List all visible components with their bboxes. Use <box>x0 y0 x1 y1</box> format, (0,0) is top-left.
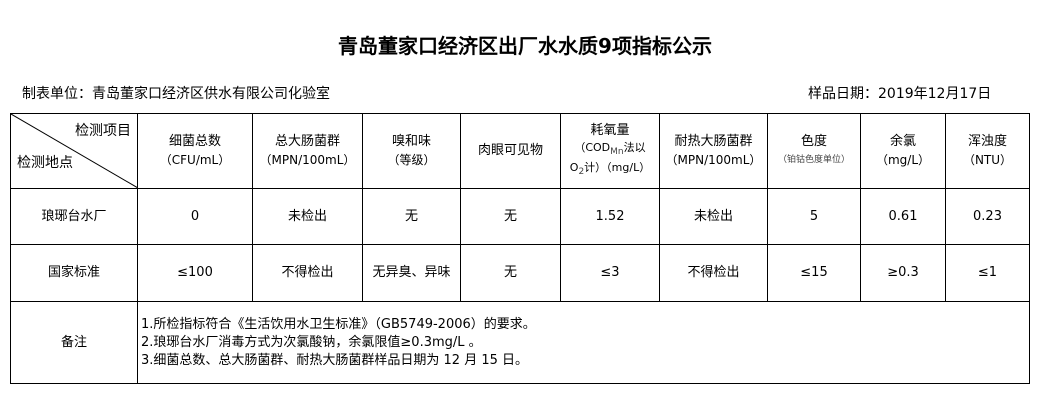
header-cell: 总大肠菌群 （MPN/100mL） <box>252 113 363 189</box>
header-unit: （mg/L） <box>875 153 931 167</box>
header-unit: （CODMn法以 O2计）（mg/L） <box>569 140 651 178</box>
remarks-label: 备注 <box>10 301 138 384</box>
row-label: 国家标准 <box>10 244 138 302</box>
header-unit: （铂钴色度单位） <box>777 155 850 165</box>
diagonal-line <box>11 114 138 188</box>
issuing-unit: 制表单位：青岛董家口经济区供水有限公司化验室 <box>22 86 330 102</box>
header-name: 耐热大肠菌群 <box>674 134 753 149</box>
header-name: 色度 <box>800 134 827 149</box>
header-name: 嗅和味 <box>391 134 431 149</box>
remark-line: 2.琅琊台水厂消毒方式为次氯酸钠，余氯限值≥0.3mg/L 。 <box>141 334 482 350</box>
cell: ≤15 <box>767 244 861 302</box>
cell: 0.61 <box>860 188 946 245</box>
header-unit: （等级） <box>387 153 436 167</box>
cell: 1.52 <box>560 188 660 245</box>
cell: 5 <box>767 188 861 245</box>
corner-cell: 检测项目 检测地点 <box>10 113 138 189</box>
cell: 无异臭、异味 <box>362 244 461 302</box>
header-cell: 细菌总数 （CFU/mL） <box>137 113 253 189</box>
header-cell: 肉眼可见物 <box>460 113 561 189</box>
cell: 无 <box>460 188 561 245</box>
remarks-content: 1.所检指标符合《生活饮用水卫生标准》（GB5749-2006）的要求。 2.琅… <box>137 301 1030 384</box>
header-name: 余氯 <box>889 134 916 149</box>
remarks-row: 备注 1.所检指标符合《生活饮用水卫生标准》（GB5749-2006）的要求。 … <box>10 301 1030 384</box>
cell: 未检出 <box>252 188 363 245</box>
cell: 不得检出 <box>252 244 363 302</box>
header-name: 耗氧量 <box>590 122 630 138</box>
header-unit: （CFU/mL） <box>159 153 231 167</box>
header-cell: 浑浊度 （NTU） <box>945 113 1030 189</box>
cell: 0 <box>137 188 253 245</box>
sample-date: 样品日期：2019年12月17日 <box>808 86 992 102</box>
header-cell: 耗氧量 （CODMn法以 O2计）（mg/L） <box>560 113 660 189</box>
page-title: 青岛董家口经济区出厂水水质9项指标公示 <box>338 34 712 58</box>
table-row: 琅琊台水厂 0 未检出 无 无 1.52 未检出 5 0.61 0.23 <box>10 188 1030 245</box>
remark-line: 3.细菌总数、总大肠菌群、耐热大肠菌群样品日期为 12 月 15 日。 <box>141 352 529 368</box>
corner-bottom-label: 检测地点 <box>17 155 73 171</box>
cell: ≤3 <box>560 244 660 302</box>
cell: 无 <box>460 244 561 302</box>
header-name: 肉眼可见物 <box>477 143 543 158</box>
header-row: 检测项目 检测地点 细菌总数 （CFU/mL） 总大肠菌群 （MPN/100mL） 嗅… <box>10 113 1030 189</box>
header-unit: （MPN/100mL） <box>259 153 356 167</box>
table-row: 国家标准 ≤100 不得检出 无异臭、异味 无 ≤3 不得检出 ≤15 ≥0.3… <box>10 244 1030 302</box>
corner-top-label: 检测项目 <box>75 123 131 139</box>
remark-line: 1.所检指标符合《生活饮用水卫生标准》（GB5749-2006）的要求。 <box>141 316 536 332</box>
cell: ≥0.3 <box>860 244 946 302</box>
header-unit: （NTU） <box>962 153 1013 167</box>
cell: 无 <box>362 188 461 245</box>
row-label: 琅琊台水厂 <box>10 188 138 245</box>
cell: ≤100 <box>137 244 253 302</box>
header-name: 浑浊度 <box>967 134 1007 149</box>
header-unit: （MPN/100mL） <box>665 153 762 167</box>
header-name: 总大肠菌群 <box>274 134 340 149</box>
cell: 不得检出 <box>659 244 768 302</box>
header-cell: 嗅和味 （等级） <box>362 113 461 189</box>
header-cell: 色度 （铂钴色度单位） <box>767 113 861 189</box>
cell: 0.23 <box>945 188 1030 245</box>
water-quality-table: 检测项目 检测地点 细菌总数 （CFU/mL） 总大肠菌群 （MPN/100mL） 嗅… <box>10 113 1030 384</box>
cell: 未检出 <box>659 188 768 245</box>
header-cell: 余氯 （mg/L） <box>860 113 946 189</box>
header-cell: 耐热大肠菌群 （MPN/100mL） <box>659 113 768 189</box>
cell: ≤1 <box>945 244 1030 302</box>
header-name: 细菌总数 <box>168 134 221 149</box>
